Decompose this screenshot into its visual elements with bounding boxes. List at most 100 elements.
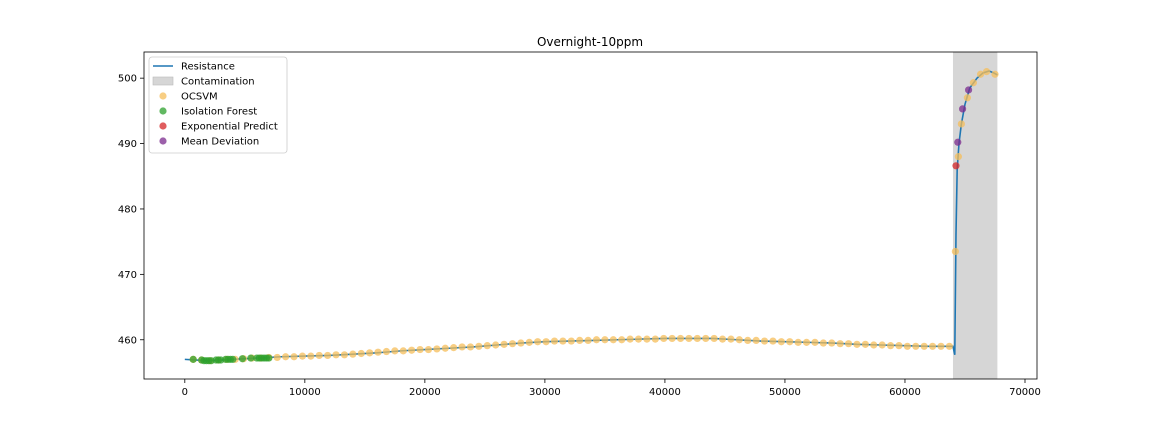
ocsvm-point <box>399 347 407 355</box>
isolation-forest-point <box>229 355 237 363</box>
ocsvm-point <box>391 347 399 355</box>
legend-swatch-contamination <box>152 76 174 86</box>
ocsvm-point <box>332 351 340 359</box>
ocsvm-point <box>416 345 424 354</box>
ocsvm-point <box>492 341 500 349</box>
ocsvm-point <box>618 336 626 344</box>
ocsvm-point <box>786 338 794 346</box>
ocsvm-point <box>550 337 559 345</box>
ocsvm-point <box>483 342 491 350</box>
ocsvm-point <box>609 336 617 344</box>
ocsvm-point <box>836 340 844 348</box>
ocsvm-point <box>508 340 517 348</box>
ocsvm-point <box>886 342 895 350</box>
isolation-forest-point <box>247 354 255 362</box>
ocsvm-point <box>982 68 991 76</box>
ocsvm-point <box>718 335 727 343</box>
ocsvm-point <box>945 342 953 350</box>
isolation-forest-point <box>238 355 247 363</box>
ocsvm-point <box>634 335 643 343</box>
legend-label-isolation-forest: Isolation Forest <box>181 107 257 118</box>
ocsvm-point <box>643 335 651 343</box>
legend-label-ocsvm: OCSVM <box>181 92 218 103</box>
ocsvm-point <box>576 336 584 345</box>
mean-deviation-point <box>964 86 973 94</box>
ocsvm-point <box>366 349 374 357</box>
ocsvm-point <box>963 94 971 102</box>
x-tick-label: 20000 <box>409 387 441 398</box>
ocsvm-point <box>534 338 542 346</box>
ocsvm-point <box>702 334 710 343</box>
ocsvm-point <box>567 337 575 345</box>
ocsvm-point <box>744 336 752 345</box>
ocsvm-point <box>601 336 609 344</box>
mean-deviation-point <box>958 105 967 113</box>
ocsvm-point <box>315 351 323 360</box>
ocsvm-point <box>853 340 861 348</box>
ocsvm-point <box>584 336 592 345</box>
legend-swatch-exponential-predict <box>159 122 167 130</box>
ocsvm-point <box>382 347 391 356</box>
y-tick-label: 480 <box>118 204 137 215</box>
ocsvm-point <box>357 349 365 358</box>
y-tick-label: 500 <box>118 74 137 85</box>
ocsvm-point <box>895 342 903 350</box>
ocsvm-point <box>651 335 659 343</box>
ocsvm-point <box>424 345 433 354</box>
ocsvm-point <box>525 338 533 346</box>
ocsvm-point <box>592 336 601 344</box>
ocsvm-point <box>735 336 743 344</box>
ocsvm-point <box>676 334 685 343</box>
ocsvm-point <box>466 343 475 351</box>
ocsvm-point <box>282 353 290 361</box>
plot-frame <box>143 51 1038 380</box>
ocsvm-point <box>912 342 920 350</box>
ocsvm-point <box>976 70 985 78</box>
ocsvm-point <box>626 335 634 343</box>
ocsvm-point <box>710 334 718 343</box>
legend-swatch-mean-deviation <box>159 137 167 145</box>
ocsvm-point <box>870 341 878 349</box>
x-tick-label: 70000 <box>1009 387 1041 398</box>
mean-deviation-point <box>954 138 962 146</box>
ocsvm-point <box>668 334 676 343</box>
ocsvm-point <box>475 342 483 350</box>
legend-label-mean-deviation: Mean Deviation <box>181 137 259 148</box>
ocsvm-point <box>542 338 550 346</box>
ocsvm-point <box>273 353 281 362</box>
ocsvm-point <box>450 344 458 352</box>
ocsvm-point <box>324 351 332 360</box>
ocsvm-point <box>819 339 827 347</box>
ocsvm-point <box>500 340 508 348</box>
ocsvm-point <box>828 339 836 347</box>
legend-swatch-isolation-forest <box>159 107 167 115</box>
ocsvm-point <box>441 344 449 352</box>
ocsvm-point <box>408 346 416 354</box>
ocsvm-point <box>349 350 357 358</box>
x-tick-label: 60000 <box>889 387 921 398</box>
ocsvm-point <box>903 342 911 350</box>
ocsvm-point <box>307 352 315 360</box>
plot-background <box>144 52 1037 379</box>
exponential-predict-point <box>952 162 960 170</box>
y-tick-label: 490 <box>118 139 137 150</box>
ocsvm-point <box>290 353 298 361</box>
ocsvm-point <box>861 340 869 348</box>
legend-label-exponential-predict: Exponential Predict <box>181 122 278 133</box>
ocsvm-point <box>298 352 307 360</box>
ocsvm-point <box>951 247 959 256</box>
ocsvm-point <box>340 351 349 359</box>
y-tick-label: 470 <box>118 270 137 281</box>
chart-title: Overnight-10ppm <box>537 35 643 49</box>
x-tick-label: 50000 <box>769 387 801 398</box>
ocsvm-point <box>928 342 937 350</box>
contamination-band <box>952 52 998 379</box>
ocsvm-point <box>991 70 999 78</box>
legend-box <box>148 56 288 154</box>
ocsvm-point <box>957 120 965 128</box>
contamination-span <box>952 52 998 379</box>
ocsvm-point <box>685 334 693 343</box>
scatter-points-layer <box>189 68 999 365</box>
ocsvm-point <box>517 339 525 347</box>
